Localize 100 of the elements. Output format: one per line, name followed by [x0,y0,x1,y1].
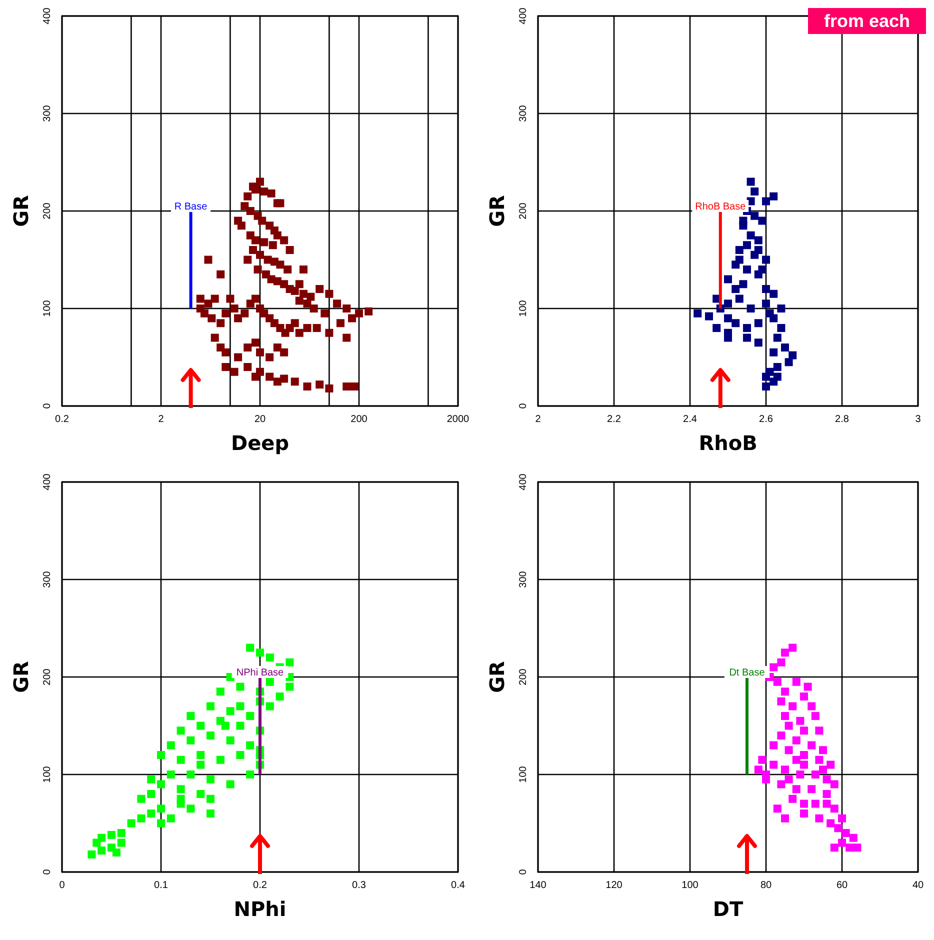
point [762,372,770,381]
y-tick-label: 300 [518,104,529,122]
x-axis-title: DT [712,897,744,921]
point [766,309,774,318]
y-tick-label: 400 [42,7,53,24]
y-axis-title: GR [9,195,33,227]
point [746,231,755,240]
x-tick-label: 100 [682,880,699,891]
point [754,246,762,254]
y-tick-label: 200 [42,202,53,220]
x-axis-title: Deep [230,431,290,455]
point [732,319,740,328]
y-tick-label: 400 [518,7,529,24]
x-tick-label: 60 [836,880,848,891]
point [762,197,770,206]
point [724,314,732,322]
y-tick-label: 100 [42,766,53,783]
point [754,319,762,328]
point [743,241,751,250]
x-tick-label: 80 [760,880,772,891]
x-tick-label: 2.4 [683,414,698,425]
x-tick-label: 0.4 [451,880,466,891]
point [770,192,778,200]
y-tick-label: 300 [42,570,53,588]
point [758,216,766,225]
point [762,285,770,293]
y-axis-title: GR [485,661,509,693]
point [735,256,744,264]
point [784,358,793,366]
point [724,275,732,284]
y-tick-label: 300 [518,570,529,588]
x-tick-label: 20 [254,414,266,425]
point [739,216,748,225]
x-axis-title: NPhi [234,897,286,921]
point [746,178,755,186]
y-tick-label: 0 [42,402,53,409]
y-tick-label: 300 [42,104,53,122]
point [773,334,782,342]
x-tick-label: 2 [158,414,164,425]
y-tick-label: 100 [42,300,53,317]
point [746,304,755,312]
x-tick-label: 40 [912,880,924,891]
point [770,290,778,298]
annotation: RhoB Base [695,202,746,212]
y-tick-label: 200 [518,668,529,686]
point [735,246,744,254]
point [743,266,751,274]
x-axis-title: RhoB [698,431,758,455]
x-tick-label: 2.8 [835,414,850,425]
point [739,280,748,288]
point [694,309,702,318]
point [773,363,782,371]
y-tick-label: 400 [518,473,529,490]
point [750,188,759,196]
point [743,324,751,332]
x-tick-label: 0.2 [55,414,70,425]
y-tick-label: 200 [42,668,53,686]
point [777,324,786,332]
point [705,312,713,320]
y-tick-label: 200 [518,202,529,220]
y-tick-label: 0 [42,868,53,875]
point [724,300,732,308]
point [762,300,770,308]
x-tick-label: 0.3 [352,880,366,891]
point [773,372,782,381]
point [781,344,789,352]
point [758,266,766,274]
x-tick-label: 120 [606,880,623,891]
y-axis-title: GR [9,661,33,693]
x-tick-label: 0.1 [154,880,168,891]
point [735,294,744,303]
annotation: Dt Base [729,668,766,678]
annotation: R Base [174,202,208,212]
point [777,304,786,312]
point [762,382,770,390]
point [754,236,762,244]
y-tick-label: 100 [518,766,529,783]
point [712,324,721,332]
point [750,212,759,220]
x-tick-label: 200 [350,414,368,425]
x-tick-label: 2000 [446,414,470,425]
x-tick-label: 3 [915,414,922,425]
x-tick-label: 2.2 [607,414,622,425]
point [743,334,751,342]
point [732,285,740,293]
y-tick-label: 0 [518,868,529,875]
point [754,338,762,347]
y-tick-label: 400 [42,473,53,490]
x-tick-label: 0 [59,880,66,891]
y-axis-title: GR [485,195,509,227]
y-tick-label: 100 [518,300,529,317]
x-tick-label: 0.2 [253,880,268,891]
annotation: from each [824,11,910,31]
x-tick-label: 140 [530,880,547,891]
x-tick-label: 2.6 [759,414,774,425]
point [770,348,778,356]
x-tick-label: 2 [535,414,542,425]
point [762,256,770,264]
y-tick-label: 0 [518,402,529,409]
annotation: NPhi Base [236,668,284,678]
